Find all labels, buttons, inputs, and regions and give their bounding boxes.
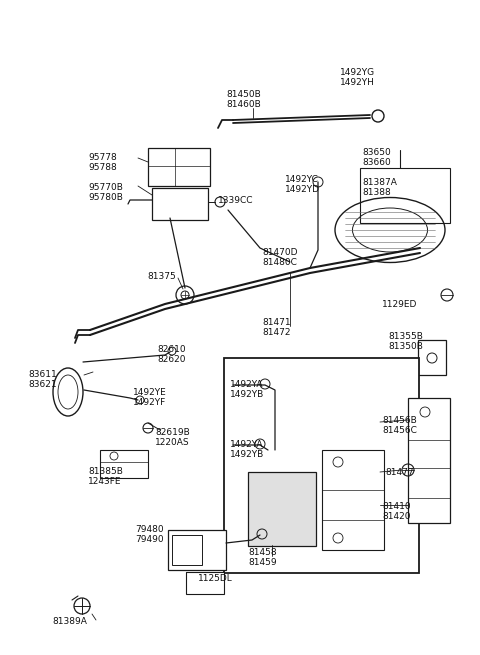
Text: 81375: 81375 — [147, 272, 176, 281]
Text: 82619B
1220AS: 82619B 1220AS — [155, 428, 190, 447]
Text: 81387A
81388: 81387A 81388 — [362, 178, 397, 197]
Text: 81477: 81477 — [385, 468, 414, 477]
Bar — [100, 450, 148, 478]
Text: 95778
95788: 95778 95788 — [88, 153, 117, 172]
Text: 81389A: 81389A — [52, 617, 87, 626]
Text: 1492YA
1492YB: 1492YA 1492YB — [230, 380, 264, 400]
Text: 81450B
81460B: 81450B 81460B — [226, 90, 261, 109]
Bar — [186, 572, 224, 594]
Text: 81355B
81350B: 81355B 81350B — [388, 332, 423, 351]
Text: 1129ED: 1129ED — [382, 300, 418, 309]
Bar — [148, 148, 210, 186]
Text: 82610
82620: 82610 82620 — [157, 345, 186, 364]
Text: 83611
83621: 83611 83621 — [28, 370, 57, 390]
Bar — [322, 450, 384, 550]
Text: 95770B
95780B: 95770B 95780B — [88, 183, 123, 202]
Text: 83650
83660: 83650 83660 — [362, 148, 391, 168]
Bar — [248, 472, 316, 546]
Bar — [168, 530, 226, 570]
Bar — [360, 168, 450, 223]
Text: 1339CC: 1339CC — [218, 196, 253, 205]
Text: 1492YA
1492YB: 1492YA 1492YB — [230, 440, 264, 459]
Text: 81410
81420: 81410 81420 — [382, 502, 410, 521]
Text: 79480
79490: 79480 79490 — [135, 525, 164, 544]
Text: 81458
81459: 81458 81459 — [248, 548, 276, 567]
Text: 1492YE
1492YF: 1492YE 1492YF — [133, 388, 167, 407]
Text: 81456B
81456C: 81456B 81456C — [382, 416, 417, 436]
Bar — [408, 398, 450, 523]
Bar — [224, 358, 419, 573]
Text: 1492YC
1492YD: 1492YC 1492YD — [285, 175, 320, 195]
Text: 1492YG
1492YH: 1492YG 1492YH — [340, 68, 375, 87]
Text: 81470D
81480C: 81470D 81480C — [262, 248, 298, 267]
Text: 81471
81472: 81471 81472 — [262, 318, 290, 337]
Bar — [152, 188, 208, 220]
Text: 81385B
1243FE: 81385B 1243FE — [88, 467, 123, 487]
Bar — [418, 340, 446, 375]
Text: 1125DL: 1125DL — [198, 574, 233, 583]
Bar — [172, 535, 202, 565]
